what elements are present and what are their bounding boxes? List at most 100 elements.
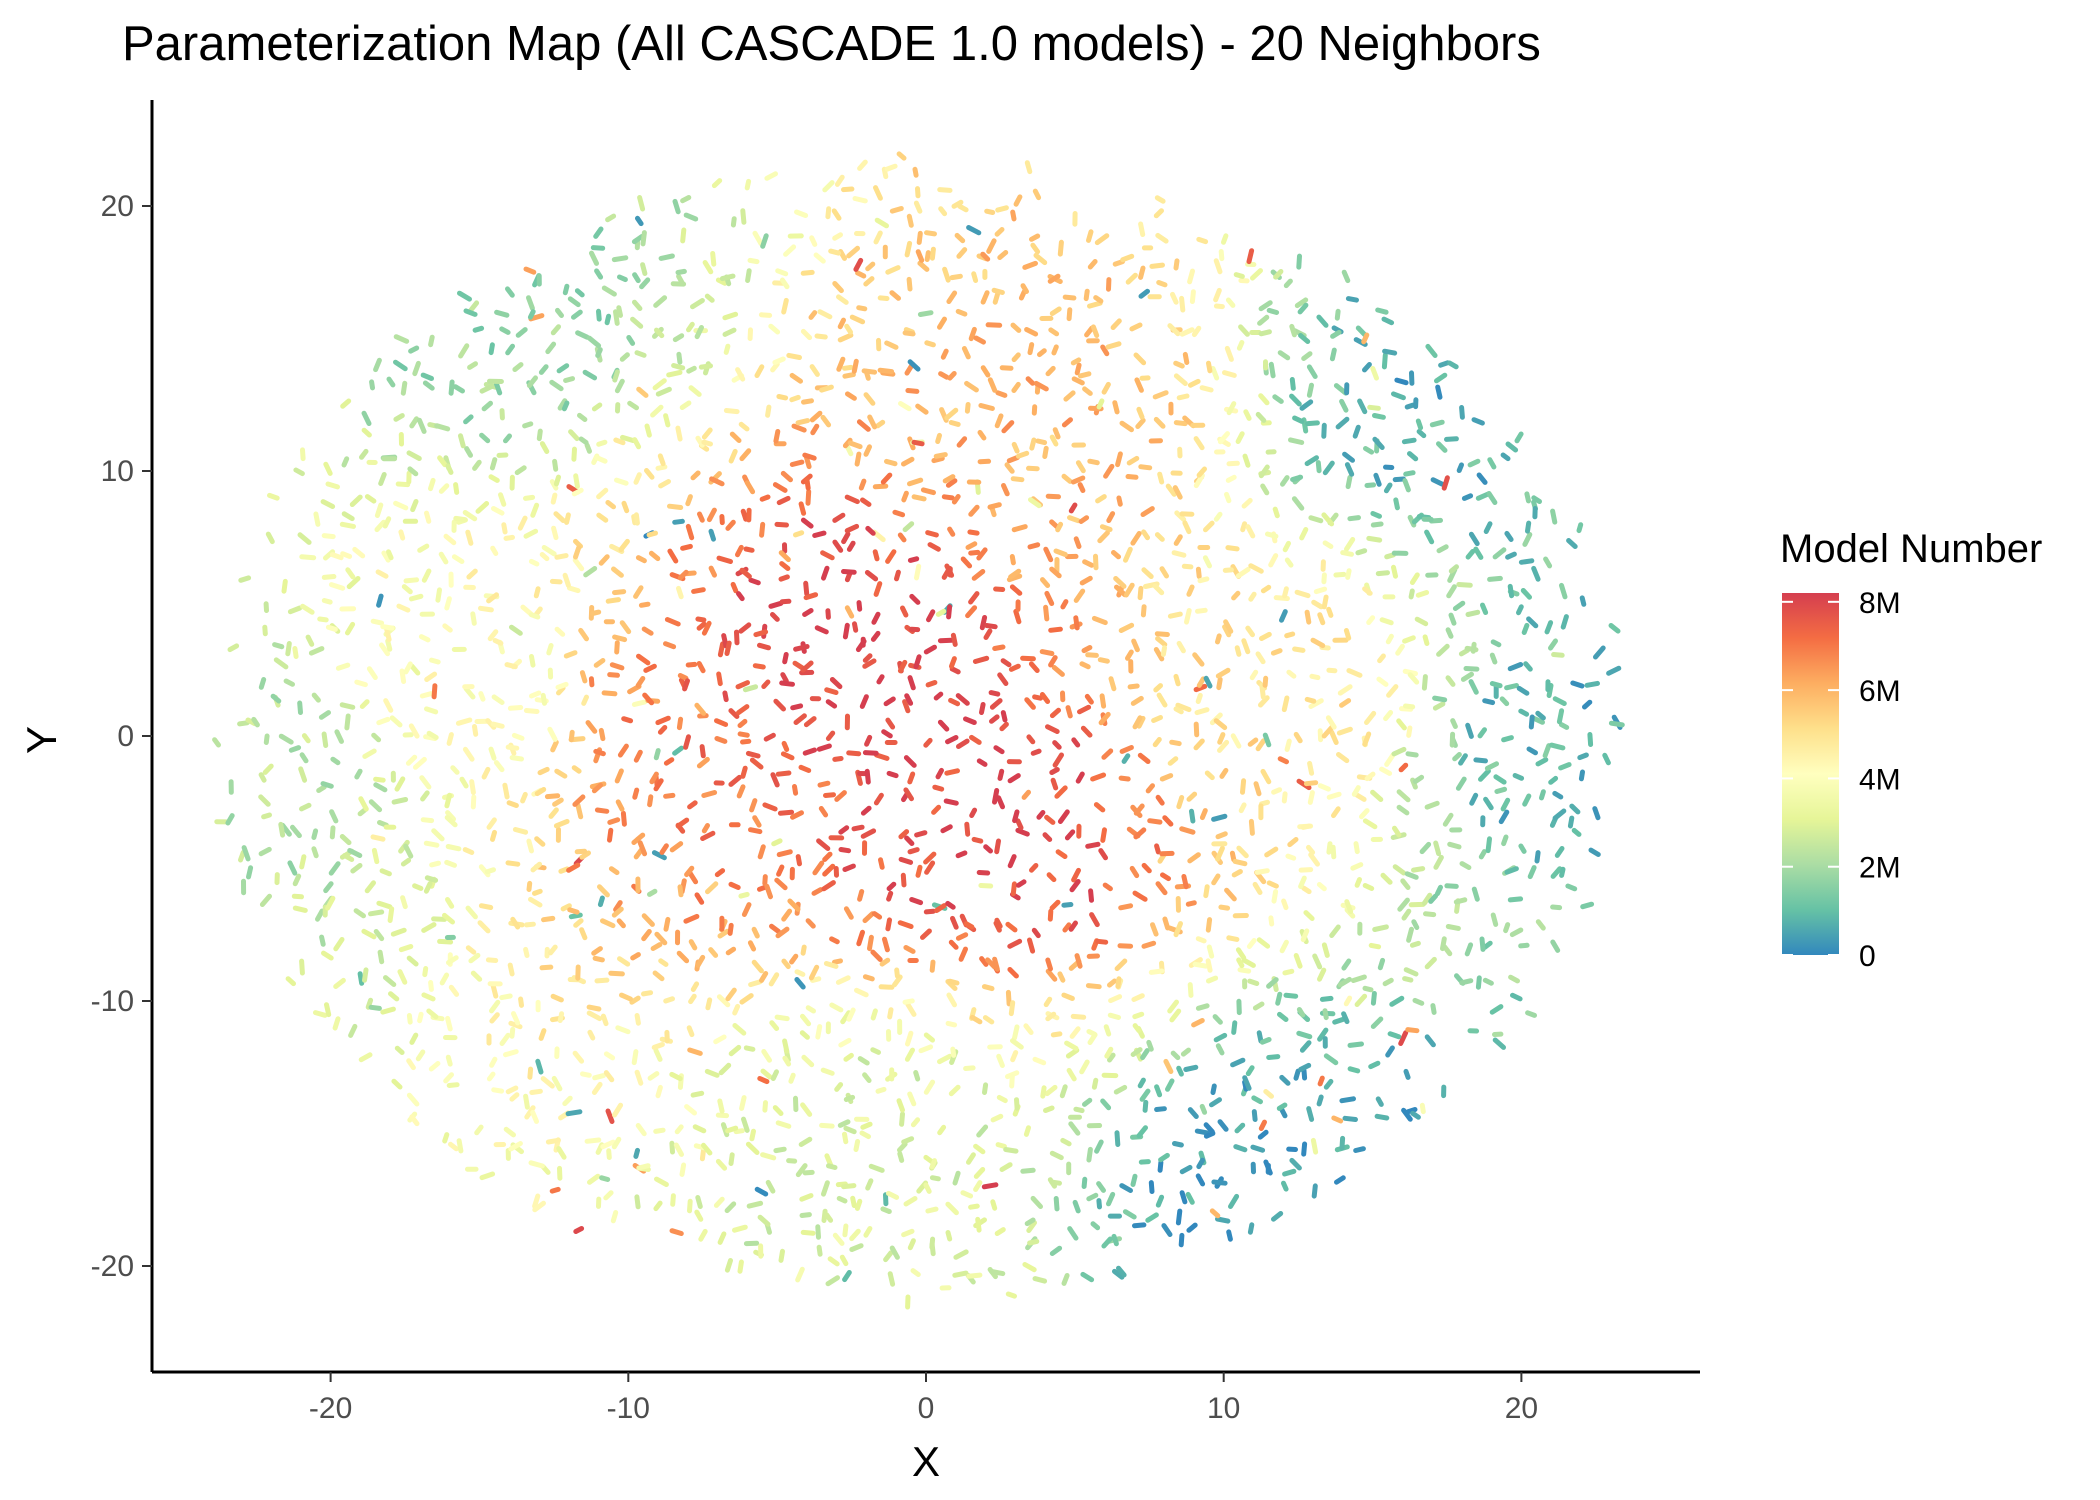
data-point <box>839 1254 849 1267</box>
data-point <box>996 1094 1008 1104</box>
data-point <box>1088 888 1094 903</box>
data-point <box>1270 648 1283 656</box>
data-point <box>878 984 895 990</box>
data-point <box>1526 616 1539 629</box>
data-point <box>1339 698 1352 708</box>
data-point <box>790 810 804 820</box>
data-point <box>805 489 812 506</box>
data-point <box>467 361 478 370</box>
data-point <box>528 612 541 620</box>
data-point <box>1504 866 1519 875</box>
data-point <box>990 1113 1004 1123</box>
data-point <box>1560 614 1569 630</box>
data-point <box>1156 280 1168 288</box>
data-point <box>874 217 889 229</box>
data-point <box>900 872 907 888</box>
data-point <box>720 1122 730 1138</box>
data-point <box>1090 1221 1101 1231</box>
data-point <box>995 390 1008 398</box>
data-point <box>1173 921 1183 938</box>
data-point <box>1011 524 1028 533</box>
data-point <box>431 828 445 842</box>
data-point <box>426 1008 439 1020</box>
data-point <box>362 967 369 983</box>
data-point <box>321 598 333 605</box>
data-point <box>1549 742 1566 751</box>
data-point <box>1372 924 1389 932</box>
data-point <box>1217 732 1226 745</box>
data-point <box>1001 483 1010 497</box>
data-point <box>1294 297 1309 309</box>
data-point <box>1173 420 1188 427</box>
data-point <box>458 343 470 359</box>
data-point <box>752 663 766 670</box>
data-point <box>1334 308 1341 321</box>
data-point <box>1081 1176 1088 1189</box>
data-point <box>524 921 536 928</box>
data-point <box>687 1198 693 1214</box>
data-point <box>1235 566 1251 579</box>
data-point <box>1132 1023 1142 1034</box>
data-point <box>1218 904 1231 911</box>
data-point <box>696 756 710 769</box>
data-point <box>1334 1175 1346 1185</box>
data-point <box>1385 633 1394 645</box>
data-point <box>1013 194 1023 207</box>
data-point <box>776 864 785 877</box>
data-point <box>446 955 459 966</box>
data-point <box>1234 1122 1246 1134</box>
data-point <box>765 404 772 418</box>
data-point <box>969 1014 983 1025</box>
data-point <box>1527 865 1537 880</box>
data-point <box>1117 943 1134 949</box>
data-point <box>740 208 747 225</box>
data-point <box>503 1126 516 1138</box>
data-point <box>1212 1014 1223 1025</box>
data-point <box>1275 991 1283 1006</box>
data-point <box>945 735 959 745</box>
data-point <box>1456 462 1464 473</box>
y-tick-label: -10 <box>91 985 134 1018</box>
data-point <box>1552 808 1567 821</box>
data-point <box>1074 953 1083 969</box>
data-point <box>635 676 646 688</box>
data-point <box>568 429 580 442</box>
data-point <box>794 209 809 218</box>
data-point <box>1218 249 1225 262</box>
data-point <box>752 815 762 828</box>
data-point <box>1134 377 1144 393</box>
data-point <box>573 545 582 560</box>
data-point <box>448 984 460 997</box>
data-point <box>540 692 547 706</box>
data-point <box>1424 1034 1436 1048</box>
data-point <box>822 180 835 193</box>
legend-tick-label: 4M <box>1859 763 1901 796</box>
data-point <box>481 400 493 412</box>
data-point <box>929 959 936 973</box>
data-point <box>554 768 568 779</box>
data-point <box>1195 1003 1210 1011</box>
data-point <box>530 502 540 518</box>
data-point <box>999 721 1009 732</box>
data-point <box>994 413 1004 429</box>
data-point <box>716 994 731 1008</box>
data-point <box>728 708 740 719</box>
data-point <box>1008 1000 1016 1017</box>
data-point <box>782 1055 792 1067</box>
data-point <box>1337 684 1353 696</box>
data-point <box>453 482 460 495</box>
data-point <box>669 841 684 853</box>
data-point <box>1179 826 1196 835</box>
data-point <box>459 776 469 789</box>
data-point <box>615 799 625 812</box>
data-point <box>465 905 478 920</box>
data-point <box>1157 471 1165 485</box>
data-point <box>1213 718 1228 731</box>
data-point <box>1073 615 1080 631</box>
data-point <box>1203 675 1213 689</box>
data-point <box>1492 547 1507 560</box>
data-point <box>1196 466 1207 478</box>
data-point <box>973 1180 983 1192</box>
data-point <box>614 768 624 784</box>
data-point <box>772 356 786 365</box>
